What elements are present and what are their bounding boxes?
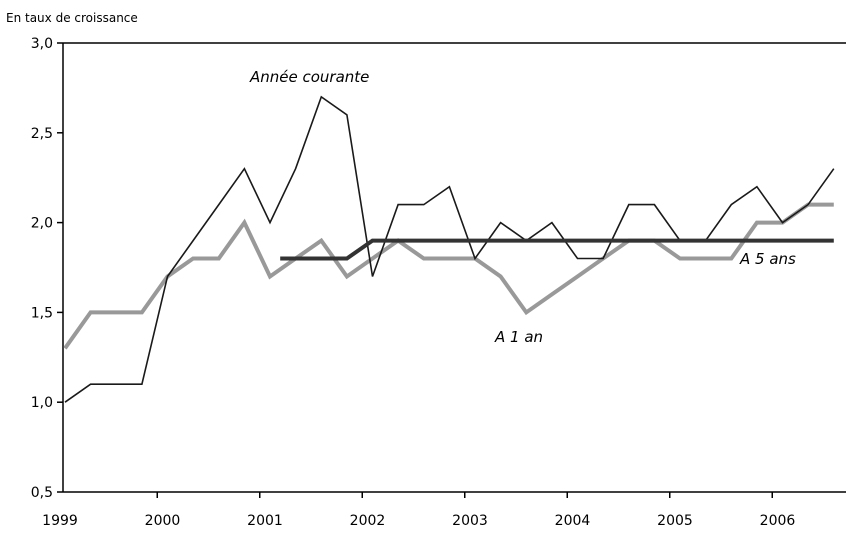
series-line-ann-e-courante: [64, 95, 835, 403]
x-tick-label: 1999: [42, 513, 78, 529]
series-label-a-5-ans: A 5 ans: [739, 250, 796, 268]
y-tick-label: 1,5: [31, 305, 53, 321]
y-tick-label: 3,0: [31, 36, 53, 52]
x-tick-label: 2004: [555, 513, 591, 529]
y-unit-label: En taux de croissance: [6, 11, 138, 25]
x-tick-label: 2000: [145, 513, 181, 529]
y-tick-label: 2,0: [31, 216, 53, 232]
series-label-a-1-an: A 1 an: [494, 328, 543, 346]
series-lines: [63, 95, 835, 403]
x-tick-label: 2002: [350, 513, 386, 529]
series-line-a-5-ans: [280, 238, 834, 261]
x-ticks: 1999 2000 2001 2002 2003 2004 2005 2006: [42, 492, 795, 529]
y-tick-label: 0,5: [31, 485, 53, 501]
y-tick-label: 2,5: [31, 126, 53, 142]
x-tick-label: 2006: [760, 513, 796, 529]
x-tick-label: 2001: [247, 513, 283, 529]
y-tick-label: 1,0: [31, 395, 53, 411]
y-ticks: 3,0 2,5 2,0 1,5 1,0 0,5: [31, 36, 63, 501]
x-tick-label: 2003: [452, 513, 488, 529]
x-tick-label: 2005: [657, 513, 693, 529]
series-line-a-1-an: [63, 202, 834, 350]
series-label-annee-courante: Année courante: [249, 68, 369, 86]
